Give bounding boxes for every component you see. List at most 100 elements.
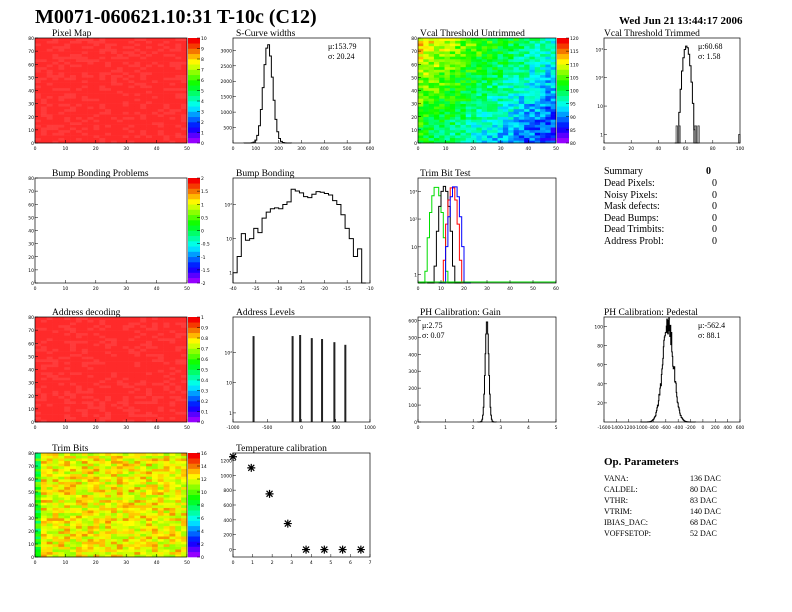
data-point (265, 489, 274, 498)
heatmap-cell (444, 140, 451, 144)
heatmap-cell (93, 401, 100, 404)
heatmap-cell (75, 499, 83, 503)
heatmap-cell (508, 48, 514, 52)
heatmap-cell (58, 515, 65, 519)
heatmap-cell (70, 497, 77, 501)
heatmap-cell (105, 48, 112, 52)
heatmap-cell (444, 56, 451, 60)
heatmap-cell (87, 403, 94, 407)
heatmap-cell (545, 64, 551, 68)
heatmap-cell (518, 74, 525, 78)
heatmap-cell (116, 502, 123, 506)
heatmap-cell (181, 61, 188, 65)
heatmap-cell (81, 90, 88, 94)
heatmap-cell (481, 66, 488, 70)
heatmap-cell (534, 85, 541, 89)
heatmap-cell (46, 98, 53, 102)
heatmap-cell (58, 124, 65, 128)
heatmap-cell (64, 135, 71, 139)
heatmap-cell (46, 554, 53, 558)
heatmap-cell (449, 108, 456, 112)
heatmap-cell (40, 140, 47, 144)
x-tick-label: 600 (736, 425, 745, 431)
heatmap-cell (439, 82, 445, 86)
heatmap-cell (81, 458, 88, 462)
heatmap-cell (46, 53, 53, 57)
heatmap-cell (87, 103, 94, 107)
heatmap-cell (157, 390, 164, 394)
heatmap-cell (545, 45, 551, 49)
heatmap-cell (111, 129, 118, 133)
heatmap-cell (105, 502, 112, 506)
heatmap-cell (58, 335, 65, 339)
heatmap-cell (181, 476, 188, 480)
heatmap-cell (455, 108, 461, 112)
heatmap-cell (146, 317, 153, 320)
heatmap-cell (116, 317, 123, 320)
heatmap-cell (52, 140, 59, 144)
heatmap-cell (46, 359, 53, 362)
heatmap-cell (497, 59, 504, 62)
heatmap-cell (163, 520, 170, 524)
heatmap-cell (428, 51, 435, 55)
heatmap-cell (87, 366, 94, 370)
heatmap-cell (151, 411, 159, 415)
heatmap-cell (175, 343, 182, 347)
heatmap-cell (75, 338, 83, 341)
heatmap-cell (35, 124, 42, 128)
heatmap-cell (455, 51, 461, 55)
heatmap-cell (116, 466, 123, 469)
heatmap-cell (58, 340, 65, 344)
heatmap-cell (75, 69, 83, 73)
heatmap-cell (81, 319, 88, 323)
heatmap-cell (105, 536, 112, 540)
heatmap-cell (502, 43, 509, 47)
heatmap-cell (423, 122, 429, 125)
heatmap-cell (134, 541, 141, 545)
heatmap-cell (46, 332, 53, 336)
heatmap-cell (175, 106, 182, 110)
colorbar-tick-label: 12 (201, 477, 207, 483)
heatmap-cell (40, 492, 47, 495)
heatmap-cell (81, 119, 88, 123)
heatmap-cell (513, 135, 520, 139)
heatmap-cell (75, 549, 83, 553)
heatmap-cell (140, 479, 147, 482)
heatmap-cell (465, 95, 472, 99)
heatmap-cell (93, 393, 100, 397)
heatmap-cell (35, 494, 42, 498)
heatmap-cell (40, 108, 47, 112)
heatmap-cell (181, 353, 188, 357)
heatmap-cell (540, 111, 546, 115)
heatmap-cell (122, 64, 129, 68)
heatmap-cell (75, 353, 83, 357)
heatmap-cell (460, 140, 467, 144)
heatmap-cell (40, 93, 47, 97)
heatmap-cell (418, 122, 424, 125)
heatmap-cell (163, 374, 170, 378)
heatmap-cell (471, 82, 477, 86)
heatmap-cell (460, 137, 467, 141)
heatmap-cell (157, 512, 164, 516)
heatmap-cell (105, 414, 112, 418)
heatmap-cell (116, 479, 123, 482)
heatmap-cell (487, 124, 493, 128)
heatmap-cell (75, 38, 83, 41)
heatmap-cell (46, 324, 53, 328)
heatmap-cell (175, 471, 182, 475)
heatmap-cell (40, 116, 47, 120)
y-tick-label: 1 (600, 132, 603, 138)
heatmap-cell (444, 93, 451, 97)
heatmap-cell (70, 353, 77, 357)
heatmap-cell (93, 80, 100, 83)
heatmap-cell (70, 137, 77, 141)
heatmap-cell (46, 531, 53, 534)
heatmap-cell (169, 398, 176, 402)
heatmap-cell (122, 408, 129, 412)
heatmap-cell (460, 90, 467, 94)
heatmap-cell (40, 387, 47, 391)
heatmap-cell (140, 132, 147, 136)
heatmap-cell (455, 98, 461, 102)
heatmap-cell (513, 124, 520, 128)
heatmap-cell (58, 385, 65, 389)
